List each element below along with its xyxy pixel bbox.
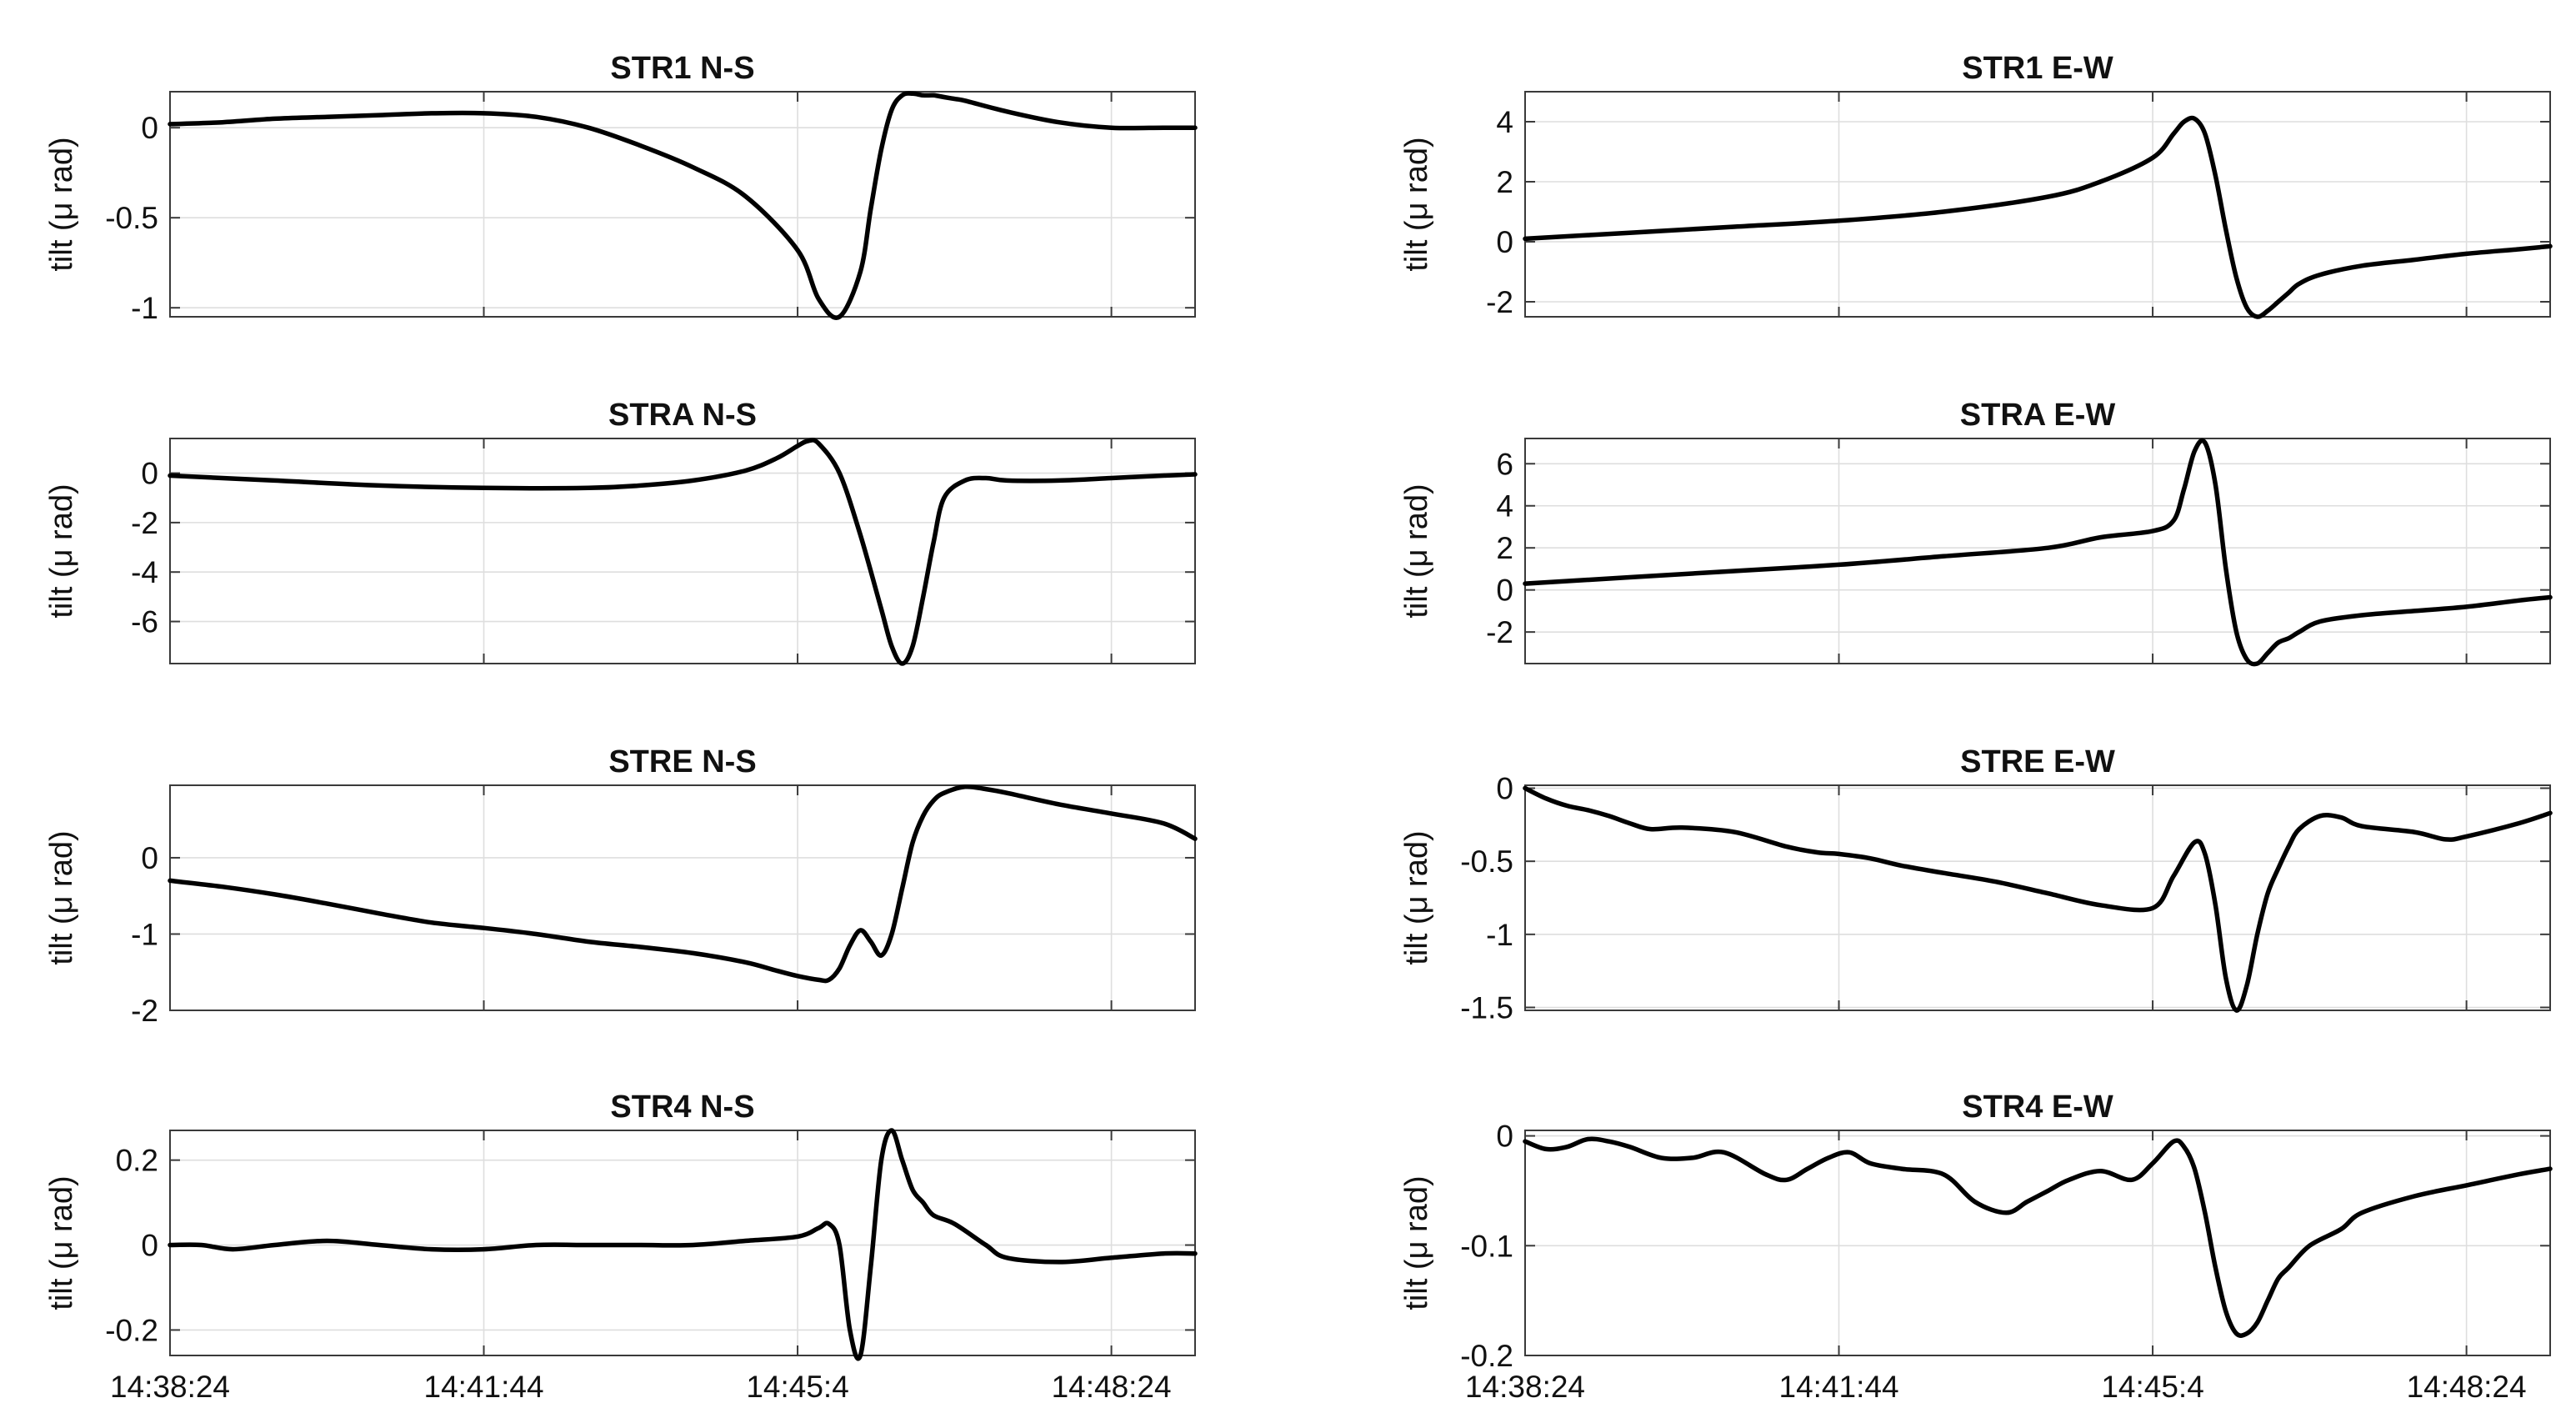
y-tick-label: -2: [1486, 615, 1513, 649]
y-tick-label: 0: [141, 1229, 158, 1263]
y-tick-label: 0: [1496, 772, 1513, 806]
tilt-series-line: [1523, 438, 2553, 667]
x-tick-label: 14:48:24: [2407, 1370, 2527, 1404]
x-tick-label: 14:38:24: [1465, 1370, 1585, 1404]
x-tick-label: 14:41:44: [1779, 1370, 1899, 1404]
y-tick-label: -2: [131, 994, 158, 1028]
tilt-series-line: [168, 91, 1198, 320]
subplot-title: STR4 E-W: [1962, 1090, 2113, 1125]
plot-frame: [1524, 1130, 2551, 1356]
y-tick-label: -4: [131, 555, 158, 589]
y-tick-label: 2: [1496, 165, 1513, 199]
tilt-series-line: [1523, 1136, 2553, 1338]
plot-frame: [169, 438, 1196, 664]
tilt-series-line: [1523, 115, 2553, 319]
y-tick-label: 4: [1496, 489, 1513, 524]
x-tick-label: 14:41:44: [424, 1370, 544, 1404]
y-tick-label: -6: [131, 605, 158, 639]
y-tick-label: -1: [131, 917, 158, 951]
subplot-stre-n-s: STRE N-S 0 -1 -2 tilt (μ rad): [44, 744, 1198, 1028]
subplot-stra-n-s: STRA N-S 0 -2 -4 -6 tilt (μ rad): [44, 398, 1198, 666]
y-tick-label: -2: [131, 506, 158, 540]
y-tick-label: -1: [1486, 918, 1513, 952]
tilt-series-line: [168, 784, 1198, 984]
y-tick-label: -0.5: [105, 201, 158, 235]
plot-frame: [169, 91, 1196, 318]
y-tick-label: 0: [141, 457, 158, 491]
y-tick-label: 0: [141, 841, 158, 875]
y-tick-label: -0.1: [1460, 1229, 1513, 1263]
y-axis-label: tilt (μ rad): [44, 484, 79, 618]
x-tick-label: 14:45:4: [746, 1370, 848, 1404]
subplot-stre-e-w: STRE E-W 0 -0.5 -1 -1.5 tilt (μ rad): [1399, 744, 2553, 1025]
y-tick-label: 0: [1496, 225, 1513, 259]
y-tick-label: -1.5: [1460, 990, 1513, 1025]
y-tick-label: 6: [1496, 447, 1513, 481]
tilt-series-line: [168, 1128, 1198, 1361]
y-tick-label: -1: [131, 291, 158, 325]
subplot-title: STRA N-S: [608, 398, 757, 433]
y-tick-label: -2: [1486, 285, 1513, 319]
plot-frame: [1524, 91, 2551, 318]
y-tick-label: 4: [1496, 105, 1513, 139]
y-axis-label: tilt (μ rad): [44, 830, 79, 965]
y-axis-label: tilt (μ rad): [44, 1175, 79, 1310]
plot-frame: [169, 784, 1196, 1011]
y-axis-label: tilt (μ rad): [44, 137, 79, 271]
subplot-title: STRE E-W: [1960, 744, 2115, 779]
subplot-title: STRA E-W: [1960, 398, 2116, 433]
x-tick-label: 14:45:4: [2101, 1370, 2203, 1404]
subplot-str4-n-s: STR4 N-S 0.2 0 -0.2 tilt (μ rad) 14:38:24 14:4…: [44, 1090, 1198, 1404]
subplot-title: STRE N-S: [608, 744, 756, 779]
subplot-title: STR1 N-S: [610, 51, 754, 86]
y-axis-label: tilt (μ rad): [1399, 1175, 1434, 1310]
y-tick-label: -0.5: [1460, 844, 1513, 879]
y-tick-label: 0: [141, 111, 158, 145]
plot-frame: [1524, 784, 2551, 1011]
y-axis-label: tilt (μ rad): [1399, 484, 1434, 618]
subplot-stra-e-w: STRA E-W 6 4 2 0 -2 tilt (μ rad): [1399, 398, 2553, 667]
plot-frame: [1524, 438, 2551, 664]
y-tick-label: 0: [1496, 1120, 1513, 1154]
subplot-title: STR4 N-S: [610, 1090, 754, 1125]
y-tick-label: -0.2: [1460, 1339, 1513, 1373]
subplot-str1-n-s: STR1 N-S 0 -0.5 -1 tilt (μ rad): [44, 51, 1198, 325]
y-axis-label: tilt (μ rad): [1399, 830, 1434, 965]
subplot-str4-e-w: STR4 E-W 0 -0.1 -0.2 tilt (μ rad) 14:38:24 14:…: [1399, 1090, 2553, 1404]
subplot-title: STR1 E-W: [1962, 51, 2113, 86]
y-axis-label: tilt (μ rad): [1399, 137, 1434, 271]
tilt-series-line: [1523, 785, 2553, 1013]
x-tick-label: 14:48:24: [1052, 1370, 1172, 1404]
y-tick-label: 0.2: [116, 1144, 158, 1178]
x-tick-label: 14:38:24: [110, 1370, 230, 1404]
subplot-str1-e-w: STR1 E-W 4 2 0 -2 tilt (μ rad): [1399, 51, 2553, 319]
y-tick-label: -0.2: [105, 1313, 158, 1347]
y-tick-label: 2: [1496, 531, 1513, 565]
tilt-series-line: [168, 438, 1198, 666]
y-tick-label: 0: [1496, 574, 1513, 608]
